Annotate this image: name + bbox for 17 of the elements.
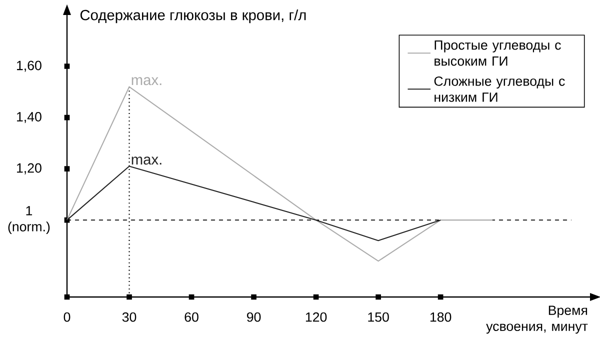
x-tick-label: 0: [64, 312, 70, 322]
annotation: max.: [132, 77, 162, 86]
y-tick-label: 1,60: [17, 60, 42, 72]
y-tick-label: 1,20: [17, 163, 42, 174]
y-axis-title: Содержание глюкозы в крови, г/л: [80, 9, 306, 24]
annotation: max.: [132, 156, 162, 165]
y-tick-label: 1 (norm.): [8, 206, 50, 234]
x-tick-label: 60: [184, 312, 198, 322]
x-tick-label: 90: [247, 312, 261, 322]
legend-label: Сложные углеводы с низким ГИ: [434, 76, 565, 102]
x-tick-label: 180: [430, 312, 452, 322]
x-tick-label: 30: [122, 312, 136, 322]
legend-label: Простые углеводы с высоким ГИ: [434, 40, 561, 66]
x-tick-label: 150: [368, 312, 389, 322]
x-axis-title: Время усвоения, минут: [486, 306, 588, 334]
y-tick-label: 1,40: [17, 112, 42, 124]
x-tick-label: 120: [306, 312, 327, 322]
